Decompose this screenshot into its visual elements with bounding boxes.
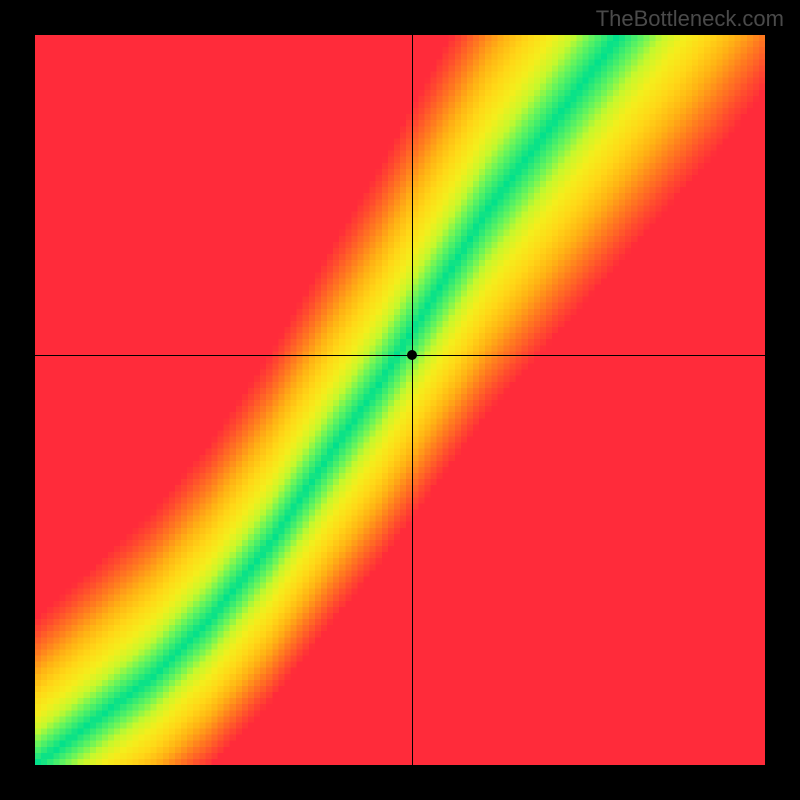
crosshair-vertical xyxy=(412,35,413,765)
crosshair-marker xyxy=(407,350,417,360)
heatmap-canvas xyxy=(35,35,765,765)
watermark-text: TheBottleneck.com xyxy=(596,6,784,32)
bottleneck-heatmap xyxy=(35,35,765,765)
crosshair-horizontal xyxy=(35,355,765,356)
